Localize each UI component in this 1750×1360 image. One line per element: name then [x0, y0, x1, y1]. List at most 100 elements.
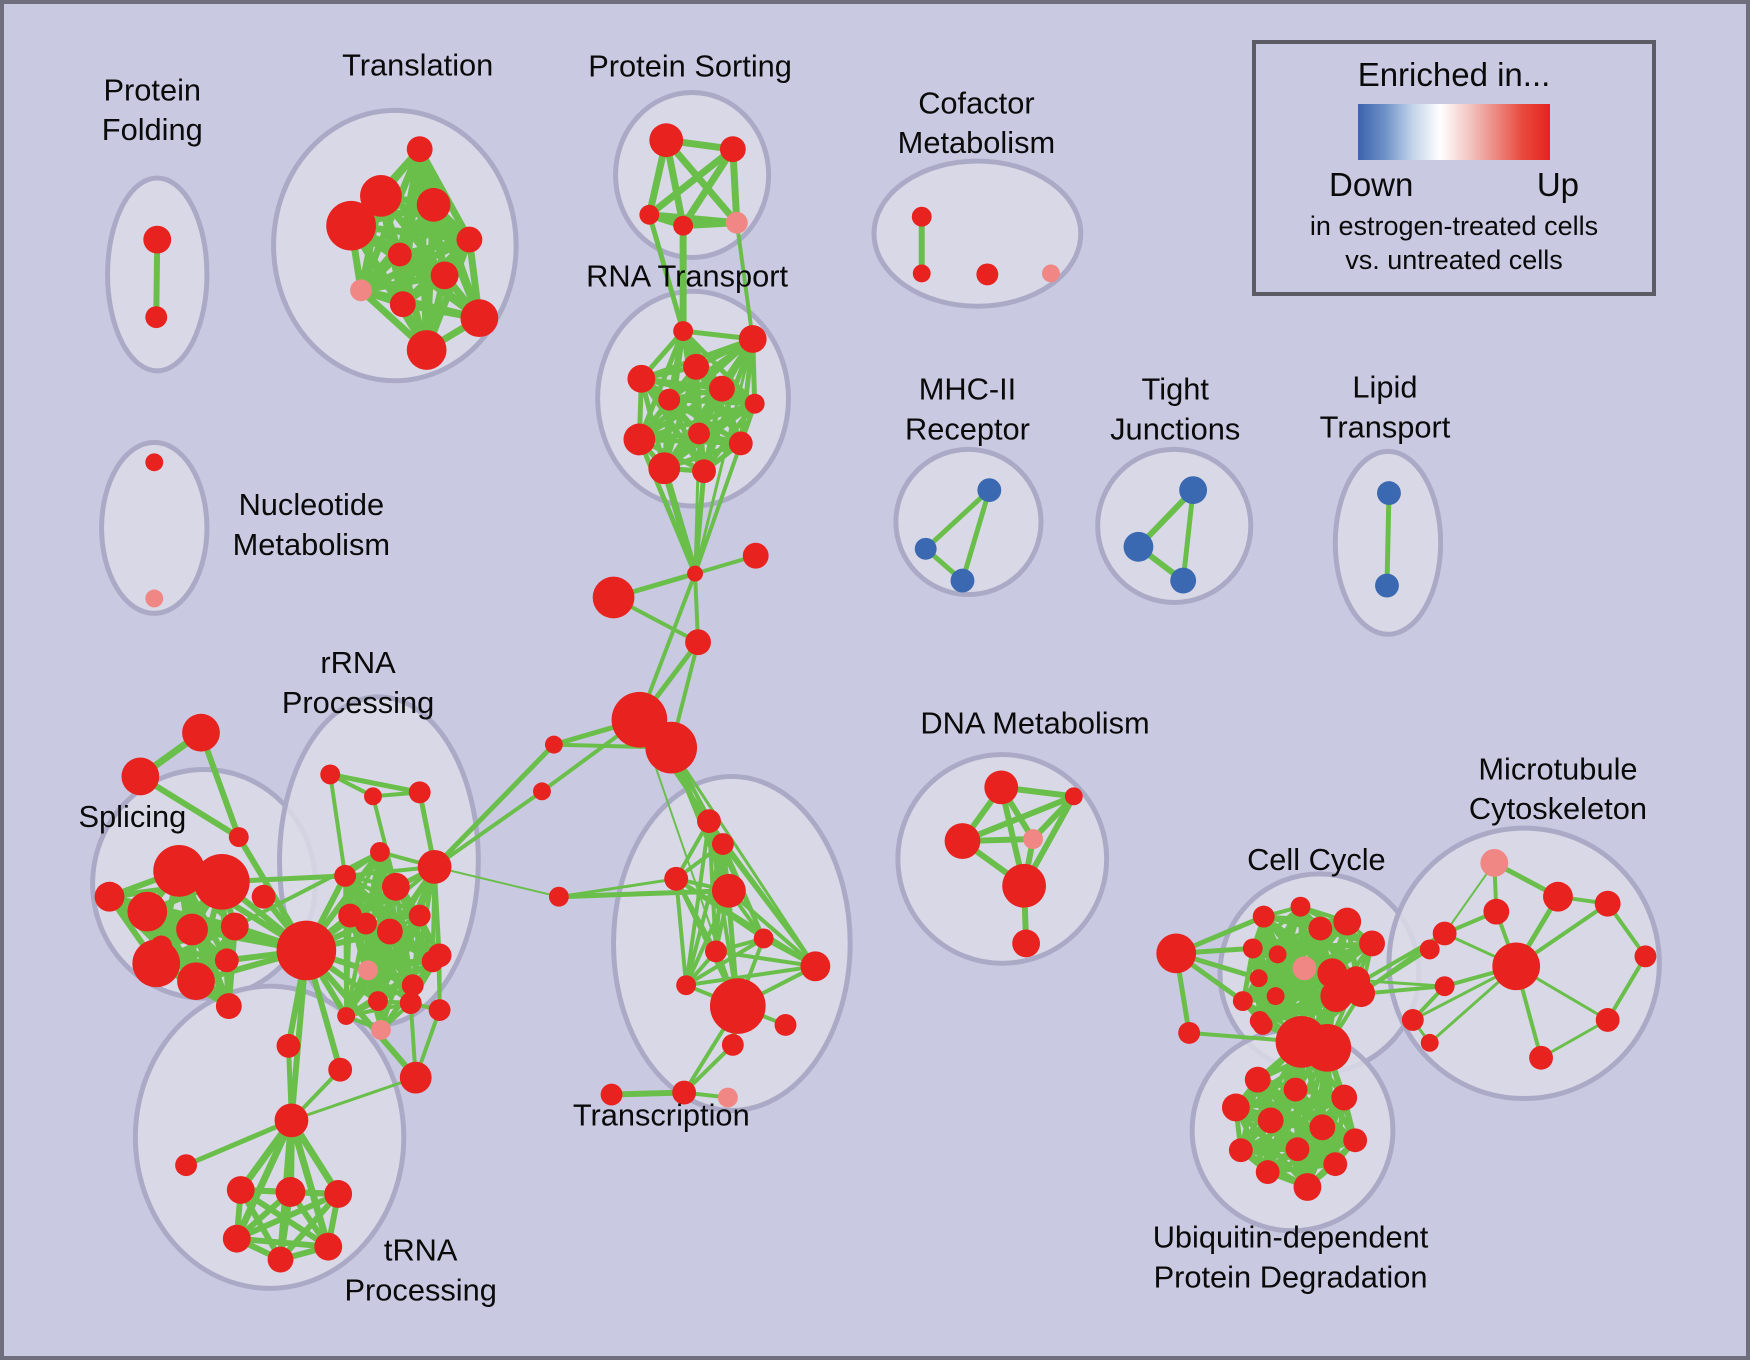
network-node — [182, 713, 220, 752]
network-edge — [1539, 1018, 1610, 1060]
cluster-label-line: Processing — [345, 1273, 497, 1308]
legend-box: Enriched in... Down Up in estrogen-treat… — [1252, 40, 1656, 296]
legend-up-label: Up — [1536, 166, 1579, 203]
network-node — [1290, 896, 1311, 917]
cluster-label-line: Metabolism — [898, 125, 1055, 160]
cluster-label-line: MHC-II — [919, 372, 1017, 407]
network-edge — [959, 487, 992, 584]
network-edge — [432, 742, 557, 870]
network-node — [1309, 1114, 1336, 1141]
cluster-label-splicing: Splicing — [78, 799, 186, 834]
cluster-label-trna-processing: tRNA Processing — [345, 1233, 497, 1308]
network-edge — [233, 1116, 295, 1243]
network-node — [1401, 1009, 1424, 1031]
cluster-label-tight-junctions: Tight Junctions — [1110, 372, 1240, 447]
network-node — [94, 881, 125, 912]
cluster-label-ubiquitin-degradation: Ubiquitin-dependent Protein Degradation — [1153, 1220, 1429, 1295]
network-node — [456, 226, 483, 253]
network-edge — [433, 865, 560, 898]
labels-layer: Protein Folding Translation Protein Sorting… — [78, 48, 1647, 1308]
network-node — [1320, 980, 1353, 1013]
network-node — [215, 993, 242, 1019]
legend-caption: in estrogen-treated cells vs. untreated … — [1310, 210, 1598, 278]
network-node — [976, 263, 999, 286]
network-node — [150, 935, 173, 958]
cluster-label-line: Protein — [103, 73, 201, 108]
network-node — [314, 1232, 343, 1261]
network-node — [328, 1057, 353, 1082]
network-node — [1285, 1137, 1310, 1162]
cluster-label-line: Folding — [102, 112, 203, 147]
network-node — [709, 978, 766, 1034]
network-node — [326, 200, 376, 251]
network-node — [145, 589, 164, 608]
network-node — [742, 542, 769, 569]
cluster-label-line: Junctions — [1110, 412, 1240, 447]
network-edge — [662, 136, 741, 227]
network-node — [430, 261, 459, 290]
cluster-label-rna-transport: RNA Transport — [586, 259, 788, 294]
network-node — [1594, 890, 1621, 917]
network-edge — [344, 884, 398, 1018]
network-node — [1323, 1152, 1348, 1177]
network-node — [914, 537, 937, 560]
network-node — [738, 325, 767, 353]
network-node — [692, 459, 716, 484]
network-node — [1178, 1021, 1201, 1044]
network-edge — [233, 1190, 342, 1242]
cluster-label-translation: Translation — [342, 48, 493, 83]
cluster-label-cofactor-metabolism: Cofactor Metabolism — [898, 86, 1055, 161]
network-node — [1595, 1008, 1620, 1032]
network-edge — [734, 220, 755, 342]
network-node — [389, 291, 416, 318]
network-node — [376, 918, 403, 945]
network-node — [711, 873, 746, 908]
network-node — [1179, 476, 1208, 505]
network-node — [944, 823, 981, 859]
cluster-label-line: Cofactor — [918, 86, 1034, 121]
network-edge — [277, 1190, 342, 1263]
network-node — [176, 913, 208, 946]
network-node — [1257, 1107, 1284, 1134]
network-edge — [674, 876, 689, 988]
network-node — [721, 1033, 744, 1056]
cluster-ellipse-tight-junctions — [1095, 446, 1254, 605]
network-edge — [327, 771, 423, 795]
cluster-label-line: Lipid — [1352, 370, 1417, 405]
network-node — [719, 136, 746, 163]
network-node — [1483, 898, 1510, 925]
network-node — [649, 123, 684, 158]
cluster-label-transcription: Transcription — [573, 1098, 750, 1133]
network-node — [639, 204, 660, 225]
network-svg: Protein Folding Translation Protein Sorting… — [78, 48, 1662, 1308]
network-node — [153, 845, 205, 897]
network-node — [421, 950, 444, 973]
network-node — [267, 1246, 294, 1273]
network-edge — [638, 376, 707, 474]
network-edge — [1354, 978, 1447, 988]
network-node — [544, 735, 563, 754]
network-node — [276, 920, 337, 981]
network-node — [1221, 1093, 1250, 1122]
cluster-label-line: rRNA — [320, 645, 396, 680]
network-node — [1268, 945, 1287, 964]
network-edge — [1275, 941, 1375, 957]
legend-endpoint-labels: Down Up — [1329, 166, 1579, 204]
network-node — [800, 951, 831, 982]
network-node — [683, 353, 709, 380]
network-node — [194, 853, 250, 910]
network-node — [697, 809, 721, 834]
network-node — [950, 568, 975, 593]
network-node — [399, 992, 422, 1015]
network-node — [251, 884, 276, 909]
cluster-label-line: Transcription — [573, 1098, 750, 1133]
network-node — [408, 904, 431, 927]
network-node — [143, 225, 172, 254]
network-node — [911, 206, 932, 227]
network-node — [226, 1176, 255, 1204]
network-edge — [669, 746, 817, 968]
network-node — [1331, 1084, 1358, 1111]
cluster-label-line: Nucleotide — [239, 487, 385, 522]
network-node — [1156, 933, 1197, 974]
network-edge — [720, 842, 818, 969]
